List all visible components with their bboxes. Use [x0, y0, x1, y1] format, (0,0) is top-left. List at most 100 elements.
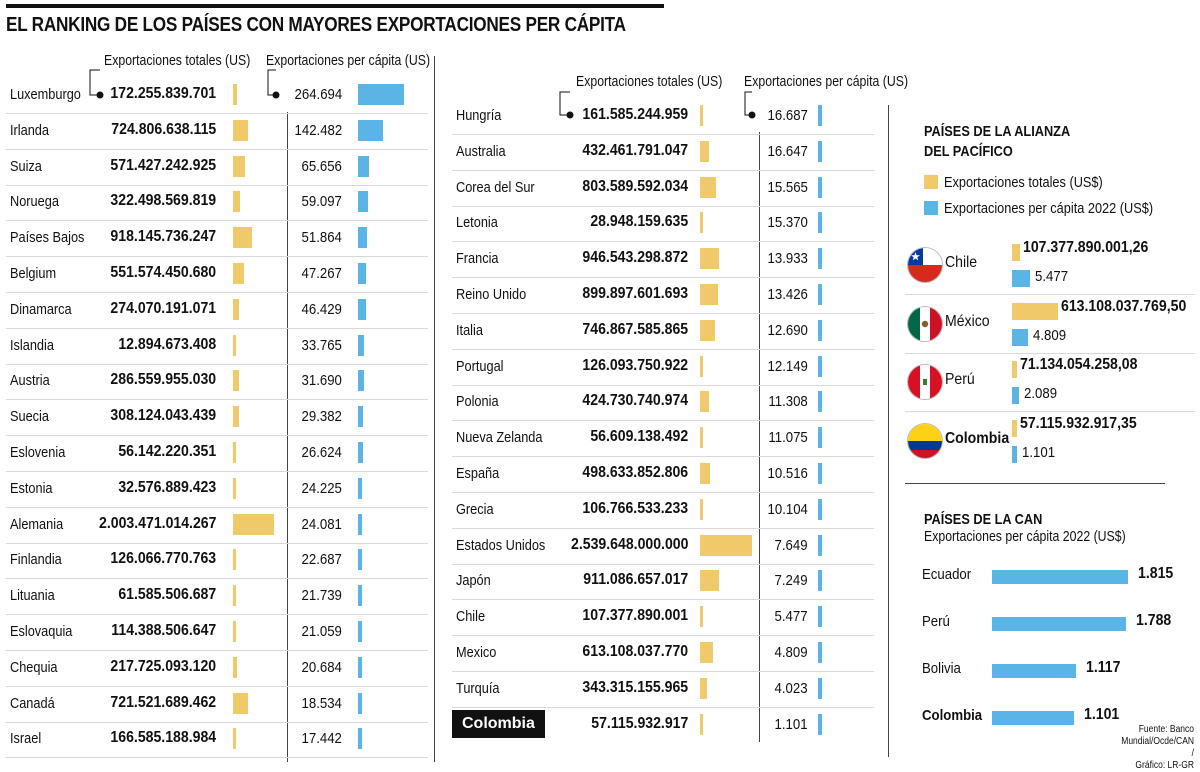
per-capita-bar [818, 284, 822, 305]
total-bar [700, 570, 719, 592]
alliance-total-label: 613.108.037.769,50 [1061, 297, 1187, 315]
total-label: 308.124.043.439 [110, 407, 216, 425]
alliance-title-line2: DEL PACÍFICO [924, 143, 1013, 160]
alliance-pc-bar [1012, 387, 1019, 404]
connector-dot-2 [272, 91, 280, 99]
total-bar [233, 513, 275, 535]
per-capita-bar [358, 656, 362, 678]
total-bar [700, 176, 717, 198]
table-row: Irlanda 724.806.638.115 142.482 [6, 113, 428, 150]
country-label: Austria [10, 372, 50, 390]
per-capita-bar [358, 513, 363, 535]
per-capita-label: 22.687 [301, 551, 342, 569]
per-capita-bar [818, 391, 822, 413]
total-label: 166.585.188.984 [110, 729, 216, 747]
country-label: Australia [456, 142, 506, 160]
country-label: Reino Unido [456, 286, 527, 303]
total-label: 32.576.889.423 [118, 478, 216, 496]
per-capita-label: 51.864 [301, 229, 342, 247]
per-capita-label: 18.534 [301, 694, 342, 712]
total-label: 286.559.955.030 [110, 371, 216, 389]
table-row: Noruega 322.498.569.819 59.097 [6, 184, 428, 222]
total-label: 613.108.037.770 [582, 643, 688, 660]
total-label: 126.066.770.763 [110, 550, 216, 568]
connector-dot-4 [748, 111, 756, 119]
country-label: Israel [10, 730, 42, 748]
connector-dot-1 [96, 91, 104, 99]
table-row: Reino Unido 899.897.601.693 13.426 [452, 277, 874, 314]
total-label: 498.633.852.806 [582, 464, 688, 481]
total-bar [700, 713, 703, 735]
total-label: 424.730.740.974 [582, 392, 688, 410]
country-label: Estados Unidos [456, 536, 546, 554]
per-capita-bar [358, 585, 362, 607]
country-label: Irlanda [10, 121, 49, 139]
total-bar [233, 585, 236, 607]
table-row: Portugal 126.093.750.922 12.149 [452, 349, 874, 386]
per-capita-label: 17.442 [301, 730, 342, 748]
alliance-total-label: 71.134.054.258,08 [1020, 356, 1138, 373]
total-bar [233, 728, 237, 750]
country-label: Grecia [456, 500, 494, 518]
total-bar [233, 656, 238, 678]
table-row: Estados Unidos 2.539.648.000.000 7.649 [452, 528, 874, 565]
total-label: 571.427.242.925 [110, 156, 216, 174]
can-bar [992, 711, 1075, 725]
per-capita-bar [358, 334, 364, 356]
connector-total-2 [559, 91, 570, 116]
total-bar [233, 549, 236, 571]
alliance-total-bar [1012, 302, 1058, 320]
per-capita-label: 65.656 [301, 157, 342, 175]
table-row: Japón 911.086.657.017 7.249 [452, 563, 874, 601]
total-bar [700, 140, 709, 162]
table-row: Polonia 424.730.740.974 11.308 [452, 384, 874, 422]
per-capita-bar [818, 140, 822, 162]
total-bar [233, 119, 248, 141]
table-row: Belgium 551.574.450.680 47.267 [6, 256, 428, 293]
total-bar [700, 642, 713, 663]
total-label: 114.388.506.647 [111, 622, 216, 639]
legend-total-label: Exportaciones totales (US$) [944, 174, 1103, 191]
per-capita-label: 4.023 [774, 679, 808, 697]
connector-total-1 [89, 69, 100, 96]
total-label: 803.589.592.034 [582, 177, 688, 195]
table-row: Nueva Zelanda 56.609.138.492 11.075 [452, 420, 874, 458]
table-row: Lituania 61.585.506.687 21.739 [6, 578, 428, 616]
per-capita-bar [818, 105, 822, 126]
country-label: Chequia [10, 658, 58, 676]
per-capita-bar [358, 191, 369, 213]
alliance-pc-label: 1.101 [1022, 443, 1056, 461]
total-bar [233, 477, 236, 499]
per-capita-bar [818, 534, 822, 556]
per-capita-bar [358, 692, 362, 714]
per-capita-label: 12.149 [767, 357, 808, 375]
per-capita-bar [358, 442, 363, 463]
table-row: Alemania 2.003.471.014.267 24.081 [6, 507, 428, 544]
per-capita-label: 15.370 [767, 214, 808, 232]
alliance-country-label: Chile [945, 254, 978, 271]
country-label: Luxemburgo [10, 86, 81, 103]
legend-total: Exportaciones totales (US$) [924, 174, 1131, 191]
can-row: Bolivia 1.117 [920, 656, 1190, 686]
total-label: 12.894.673.408 [118, 335, 216, 353]
country-label: Lituania [10, 587, 55, 605]
table-row: España 498.633.852.806 10.516 [452, 456, 874, 493]
per-capita-label: 7.249 [774, 572, 808, 590]
total-bar [233, 84, 237, 105]
divider-side-horizontal [905, 483, 1165, 484]
legend-swatch-blue [924, 201, 938, 215]
total-label: 56.142.220.351 [118, 443, 216, 460]
total-bar [700, 427, 703, 449]
alliance-total-bar [1012, 361, 1018, 378]
alliance-total-label: 57.115.932.917,35 [1020, 414, 1137, 432]
per-capita-bar [818, 319, 822, 341]
country-label: Canadá [10, 694, 55, 712]
alliance-pc-bar [1012, 445, 1017, 463]
per-capita-bar [818, 498, 822, 520]
source-line3: Gráfico: LR-GR [1135, 760, 1194, 771]
per-capita-bar [358, 119, 383, 141]
total-label: 322.498.569.819 [110, 192, 216, 210]
connector-pc-1 [267, 69, 276, 96]
per-capita-bar [358, 370, 364, 392]
